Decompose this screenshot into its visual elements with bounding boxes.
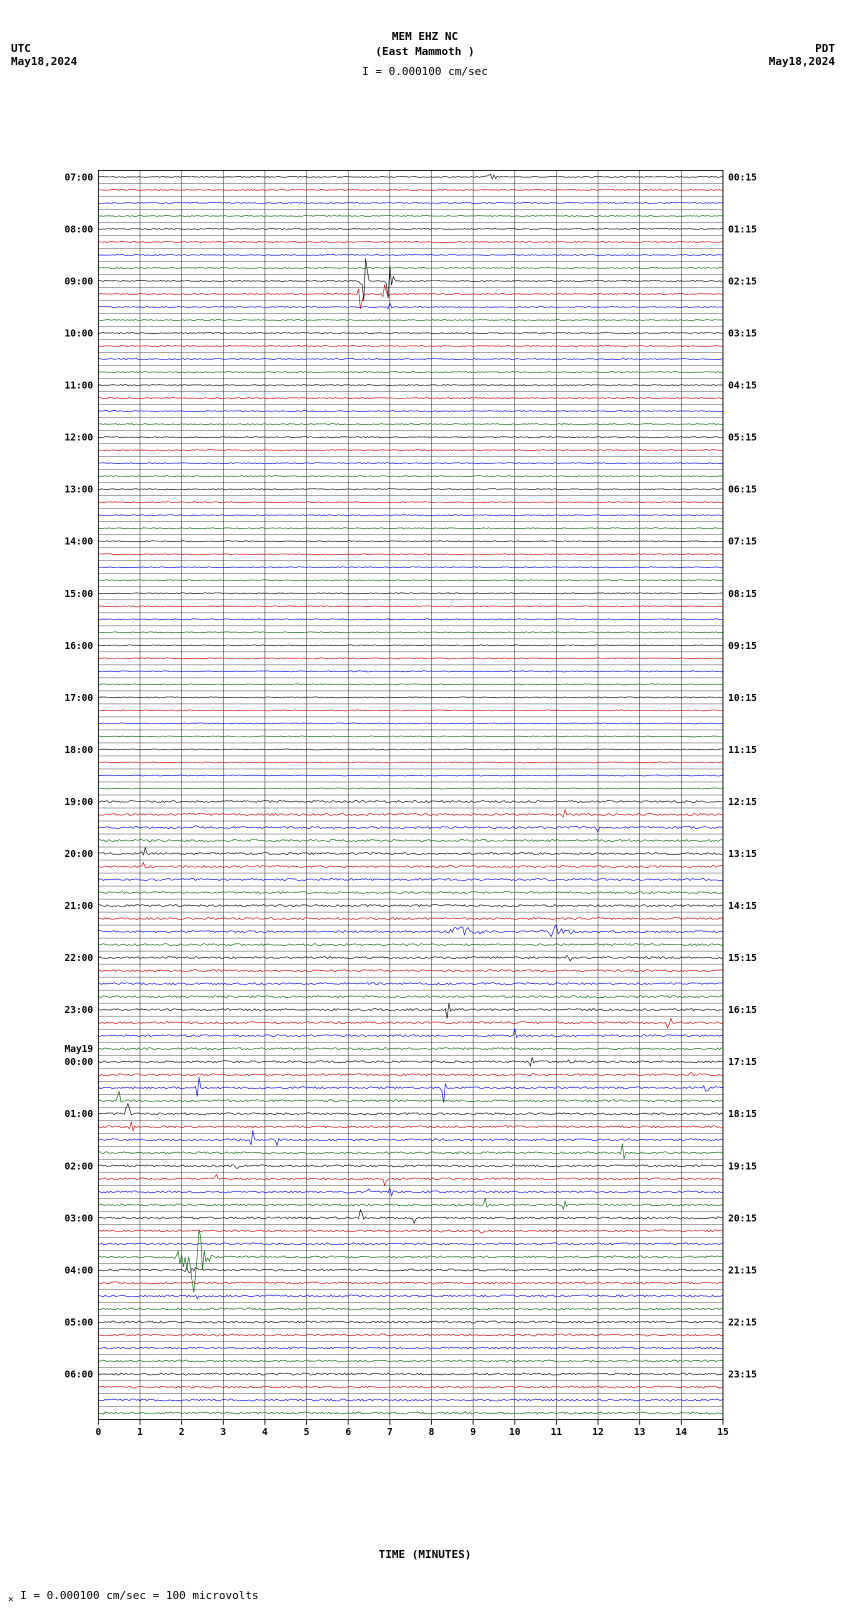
- svg-text:20:00: 20:00: [64, 849, 93, 860]
- seismogram-container: MEM EHZ NC (East Mammoth ) I = 0.000100 …: [0, 0, 850, 1613]
- svg-text:23:15: 23:15: [728, 1369, 757, 1380]
- station-subtitle: (East Mammoth ): [0, 45, 850, 58]
- svg-text:15: 15: [717, 1427, 729, 1438]
- svg-text:06:00: 06:00: [64, 1369, 93, 1380]
- svg-text:11:00: 11:00: [64, 381, 93, 392]
- svg-text:21:00: 21:00: [64, 901, 93, 912]
- svg-text:4: 4: [262, 1427, 268, 1438]
- svg-text:22:15: 22:15: [728, 1317, 757, 1328]
- svg-text:15:15: 15:15: [728, 953, 757, 964]
- footer-text: = 0.000100 cm/sec = 100 microvolts: [33, 1589, 258, 1602]
- svg-text:13:00: 13:00: [64, 485, 93, 496]
- scale-header: I = 0.000100 cm/sec: [0, 65, 850, 78]
- station-title: MEM EHZ NC: [0, 30, 850, 43]
- svg-text:16:00: 16:00: [64, 641, 93, 652]
- svg-text:21:15: 21:15: [728, 1265, 757, 1276]
- svg-text:22:00: 22:00: [64, 953, 93, 964]
- svg-text:04:15: 04:15: [728, 381, 757, 392]
- svg-text:17:15: 17:15: [728, 1057, 757, 1068]
- scale-bar-icon: I: [362, 65, 369, 78]
- svg-text:03:15: 03:15: [728, 329, 757, 340]
- xaxis-label: TIME (MINUTES): [0, 1548, 850, 1561]
- svg-text:8: 8: [429, 1427, 435, 1438]
- svg-text:07:00: 07:00: [64, 172, 93, 183]
- svg-text:23:00: 23:00: [64, 1005, 93, 1016]
- svg-text:09:00: 09:00: [64, 276, 93, 287]
- svg-text:02:15: 02:15: [728, 276, 757, 287]
- svg-text:17:00: 17:00: [64, 693, 93, 704]
- svg-text:7: 7: [387, 1427, 393, 1438]
- svg-text:3: 3: [220, 1427, 226, 1438]
- seismogram-plot: 07:00 08:00 09:00 10:00 11:00 12:00 13:00 14:00…: [55, 88, 775, 1528]
- svg-text:04:00: 04:00: [64, 1265, 93, 1276]
- svg-text:08:15: 08:15: [728, 589, 757, 600]
- pdt-date: May18,2024: [769, 55, 835, 68]
- svg-text:13: 13: [634, 1427, 646, 1438]
- svg-text:00:15: 00:15: [728, 172, 757, 183]
- svg-text:05:00: 05:00: [64, 1317, 93, 1328]
- svg-text:12: 12: [592, 1427, 603, 1438]
- svg-text:16:15: 16:15: [728, 1005, 757, 1016]
- svg-text:01:00: 01:00: [64, 1109, 93, 1120]
- svg-text:10: 10: [509, 1427, 521, 1438]
- svg-text:14:00: 14:00: [64, 537, 93, 548]
- svg-text:11: 11: [551, 1427, 563, 1438]
- svg-text:0: 0: [95, 1427, 101, 1438]
- svg-text:12:00: 12:00: [64, 433, 93, 444]
- svg-text:2: 2: [179, 1427, 185, 1438]
- svg-text:01:15: 01:15: [728, 224, 757, 235]
- svg-text:9: 9: [470, 1427, 476, 1438]
- svg-text:18:00: 18:00: [64, 745, 93, 756]
- svg-text:May19: May19: [64, 1044, 93, 1055]
- svg-text:10:00: 10:00: [64, 329, 93, 340]
- utc-label: UTC: [11, 42, 31, 55]
- svg-text:02:00: 02:00: [64, 1161, 93, 1172]
- svg-text:18:15: 18:15: [728, 1109, 757, 1120]
- svg-text:5: 5: [304, 1427, 310, 1438]
- svg-text:12:15: 12:15: [728, 797, 757, 808]
- svg-text:00:00: 00:00: [64, 1057, 93, 1068]
- svg-text:19:00: 19:00: [64, 797, 93, 808]
- svg-text:19:15: 19:15: [728, 1161, 757, 1172]
- footer-scale: × I = 0.000100 cm/sec = 100 microvolts: [8, 1589, 259, 1605]
- svg-text:11:15: 11:15: [728, 745, 757, 756]
- utc-date: May18,2024: [11, 55, 77, 68]
- pdt-label: PDT: [815, 42, 835, 55]
- svg-text:03:00: 03:00: [64, 1213, 93, 1224]
- scale-marker-icon: ×: [8, 1594, 14, 1605]
- scale-text: = 0.000100 cm/sec: [375, 65, 488, 78]
- svg-text:6: 6: [345, 1427, 351, 1438]
- svg-text:08:00: 08:00: [64, 224, 93, 235]
- svg-text:1: 1: [137, 1427, 143, 1438]
- svg-text:13:15: 13:15: [728, 849, 757, 860]
- svg-text:14: 14: [676, 1427, 688, 1438]
- svg-text:05:15: 05:15: [728, 433, 757, 444]
- scale-bar-icon: I: [20, 1589, 27, 1602]
- svg-text:09:15: 09:15: [728, 641, 757, 652]
- svg-text:10:15: 10:15: [728, 693, 757, 704]
- svg-text:06:15: 06:15: [728, 485, 757, 496]
- svg-text:07:15: 07:15: [728, 537, 757, 548]
- svg-text:14:15: 14:15: [728, 901, 757, 912]
- svg-text:15:00: 15:00: [64, 589, 93, 600]
- svg-text:20:15: 20:15: [728, 1213, 757, 1224]
